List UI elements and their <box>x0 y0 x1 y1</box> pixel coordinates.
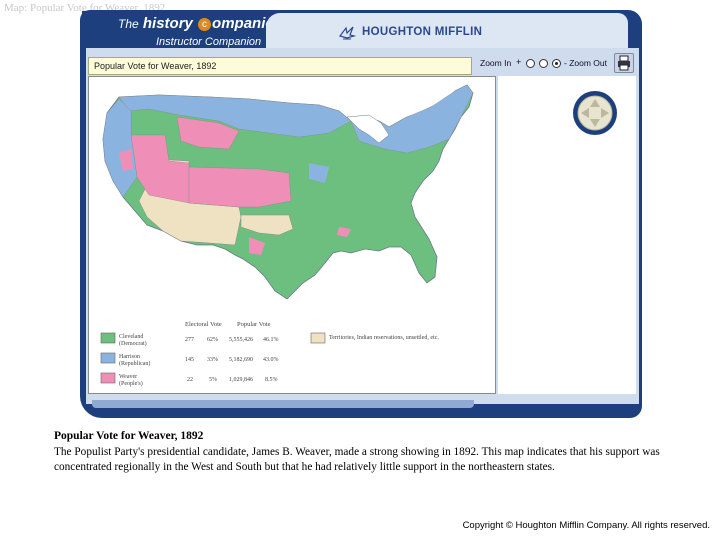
zoom-in-button[interactable]: Zoom In <box>480 58 512 68</box>
legend-party-cleveland: (Democrat) <box>119 340 147 347</box>
great-lakes <box>346 114 390 144</box>
brand-logo: The history c ompanion <box>118 15 284 32</box>
weaver-region-north <box>176 116 240 150</box>
zoom-level-2[interactable] <box>539 59 548 68</box>
zoom-level-1[interactable] <box>526 59 535 68</box>
weaver-patch-nevada <box>119 149 133 171</box>
caption-body: The Populist Party's presidential candid… <box>54 446 660 473</box>
header-publisher-area <box>266 13 628 49</box>
legend-swatch-cleveland <box>100 332 116 344</box>
harrison-patch-center <box>309 163 329 183</box>
printer-icon <box>618 55 630 71</box>
brand-companion: ompanion <box>212 15 284 32</box>
legend-name-weaver: Weaver <box>119 374 137 380</box>
legend-swatch-harrison <box>100 352 116 364</box>
legend-popular-cleveland: 5,555,426 <box>229 337 253 343</box>
legend-territories-label: Territories, Indian reservations, unsett… <box>329 335 439 341</box>
zoom-out-button[interactable]: - Zoom Out <box>564 58 607 68</box>
bird-logo-icon <box>338 26 356 40</box>
viewer-footer-strip <box>92 400 474 408</box>
caption-title: Popular Vote for Weaver, 1892 <box>54 430 204 442</box>
publisher-name: HOUGHTON MIFFLIN <box>362 26 483 38</box>
legend-electoral-pct-harrison: 33% <box>207 357 218 363</box>
legend-party-weaver: (People's) <box>119 380 143 387</box>
territory-oklahoma <box>240 214 294 236</box>
legend-popular-pct-weaver: 8.5% <box>265 377 278 383</box>
harrison-region-pacific <box>102 98 138 198</box>
legend-electoral-harrison: 145 <box>185 357 194 363</box>
legend-electoral-pct-weaver: 5% <box>209 377 217 383</box>
us-election-map: Electoral Vote Popular Vote Cleveland (D… <box>89 77 495 393</box>
legend-popular-pct-cleveland: 46.1% <box>263 337 279 343</box>
zoom-plus-icon: + <box>516 57 522 67</box>
map-title-bar: Popular Vote for Weaver, 1892 <box>88 57 472 75</box>
legend-electoral-pct-cleveland: 62% <box>207 337 218 343</box>
zoom-level-3[interactable] <box>552 59 561 68</box>
legend-swatch-territories <box>310 332 326 344</box>
brand-the: The <box>118 17 139 31</box>
legend-popular-harrison: 5,182,690 <box>229 357 253 363</box>
side-panel <box>498 76 636 394</box>
legend-party-harrison: (Republican) <box>119 360 150 367</box>
legend-head-electoral: Electoral Vote <box>185 321 222 328</box>
legend-popular-weaver: 1,029,846 <box>229 377 253 383</box>
legend-name-cleveland: Cleveland <box>119 334 143 340</box>
brand-badge-icon: c <box>198 18 212 31</box>
legend-head-popular: Popular Vote <box>237 321 271 328</box>
harrison-region-north <box>118 94 352 138</box>
print-button[interactable] <box>614 53 634 73</box>
brand-subtitle: Instructor Companion <box>156 36 262 48</box>
map-legend: Electoral Vote Popular Vote Cleveland (D… <box>100 321 439 387</box>
legend-swatch-weaver <box>100 372 116 384</box>
weaver-region-plains <box>188 166 292 208</box>
brand-history: history <box>142 15 193 32</box>
weaver-patch-texas <box>249 237 265 255</box>
zoom-control: Zoom In + - Zoom Out <box>476 54 612 74</box>
legend-name-harrison: Harrison <box>119 354 140 360</box>
weaver-patch-south <box>337 227 351 237</box>
pan-arrows-icon[interactable] <box>572 90 618 136</box>
copyright-notice: Copyright © Houghton Mifflin Company. Al… <box>462 520 710 531</box>
legend-electoral-weaver: 22 <box>187 377 193 383</box>
legend-popular-pct-harrison: 43.0% <box>263 357 279 363</box>
map-viewport[interactable]: Electoral Vote Popular Vote Cleveland (D… <box>88 76 496 394</box>
legend-electoral-cleveland: 277 <box>185 337 194 343</box>
